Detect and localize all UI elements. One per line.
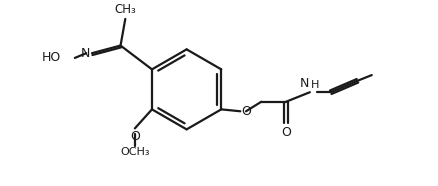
Text: OCH₃: OCH₃ [120,147,150,158]
Text: O: O [241,105,251,118]
Text: O: O [130,130,140,143]
Text: N: N [81,47,90,60]
Text: HO: HO [42,52,61,64]
Text: CH₃: CH₃ [114,3,136,16]
Text: O: O [281,126,291,139]
Text: H: H [311,80,319,90]
Text: N: N [300,77,309,90]
